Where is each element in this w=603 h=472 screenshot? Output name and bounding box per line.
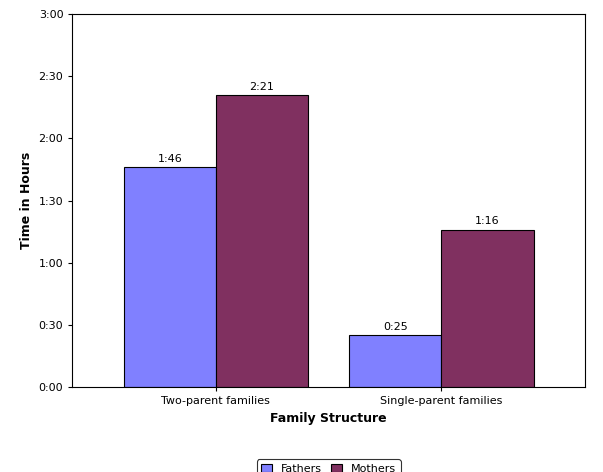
Bar (349, 335, 441, 387)
Bar (441, 229, 534, 387)
Text: 0:25: 0:25 (383, 322, 408, 332)
Bar (124, 168, 216, 387)
Text: 1:46: 1:46 (157, 154, 182, 164)
Text: 1:16: 1:16 (475, 217, 500, 227)
Text: 2:21: 2:21 (250, 82, 274, 92)
Bar (216, 95, 308, 387)
X-axis label: Family Structure: Family Structure (270, 412, 387, 425)
Y-axis label: Time in Hours: Time in Hours (20, 152, 33, 249)
Legend: Fathers, Mothers: Fathers, Mothers (257, 459, 400, 472)
